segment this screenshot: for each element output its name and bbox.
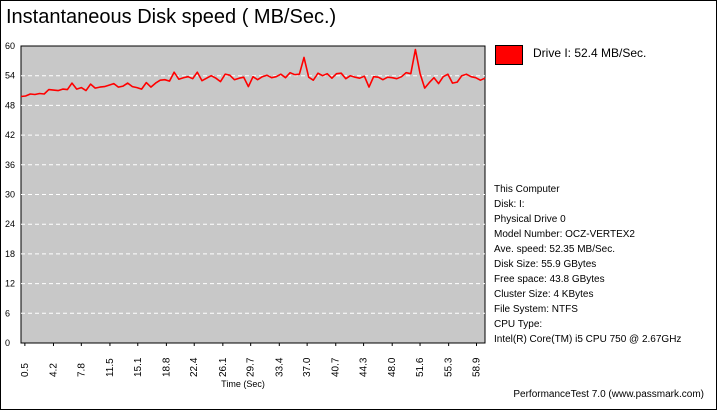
x-tick-label: 26.1	[218, 357, 229, 377]
info-line-disk: Disk: I:	[494, 199, 525, 210]
y-tick-label: 0	[5, 338, 10, 348]
x-tick-label: 58.9	[471, 357, 482, 377]
info-line-cpu-label: CPU Type:	[494, 319, 543, 330]
x-tick-label: 51.6	[415, 357, 426, 377]
y-tick-label: 60	[5, 41, 15, 51]
info-line-file-system: File System: NTFS	[494, 304, 578, 315]
footer-credit: PerformanceTest 7.0 (www.passmark.com)	[513, 389, 704, 400]
x-tick-label: 37.0	[302, 357, 313, 377]
x-tick-label: 0.5	[20, 363, 31, 377]
info-line-computer: This Computer	[494, 184, 560, 195]
x-tick-label: 15.1	[133, 357, 144, 377]
x-tick-label: 22.4	[189, 357, 200, 377]
info-line-free-space: Free space: 43.8 GBytes	[494, 274, 605, 285]
chart-title: Instantaneous Disk speed ( MB/Sec.)	[6, 6, 337, 28]
y-tick-label: 36	[5, 160, 15, 170]
x-tick-label: 18.8	[161, 357, 172, 377]
info-line-avg-speed: Ave. speed: 52.35 MB/Sec.	[494, 244, 616, 255]
y-tick-label: 48	[5, 100, 15, 110]
info-line-cluster-size: Cluster Size: 4 KBytes	[494, 289, 594, 300]
series-line	[20, 48, 486, 98]
y-tick-label: 24	[5, 219, 15, 229]
x-tick-label: 7.8	[76, 363, 87, 377]
info-line-model: Model Number: OCZ-VERTEX2	[494, 229, 635, 240]
legend-label: Drive I: 52.4 MB/Sec.	[533, 46, 647, 60]
legend-color-swatch	[495, 45, 523, 65]
x-tick-label: 55.3	[444, 357, 455, 377]
x-tick-label: 48.0	[387, 357, 398, 377]
info-panel: This Computer Disk: I: Physical Drive 0 …	[494, 182, 681, 347]
x-tick-label: 29.7	[246, 357, 257, 377]
y-tick-label: 6	[5, 308, 10, 318]
y-tick-label: 54	[5, 71, 15, 81]
info-line-disk-size: Disk Size: 55.9 GBytes	[494, 259, 597, 270]
x-tick-label: 33.4	[274, 357, 285, 377]
x-tick-label: 40.7	[331, 357, 342, 377]
y-tick-label: 30	[5, 190, 15, 200]
y-tick-label: 42	[5, 130, 15, 140]
y-tick-label: 18	[5, 249, 15, 259]
x-tick-label: 4.2	[48, 363, 59, 377]
x-tick-label: 11.5	[105, 358, 116, 377]
info-line-physical-drive: Physical Drive 0	[494, 214, 566, 225]
x-tick-label: 44.3	[359, 357, 370, 377]
x-axis-label: Time (Sec)	[221, 379, 265, 389]
y-tick-label: 12	[5, 279, 15, 289]
info-line-cpu-model: Intel(R) Core(TM) i5 CPU 750 @ 2.67GHz	[494, 334, 682, 345]
